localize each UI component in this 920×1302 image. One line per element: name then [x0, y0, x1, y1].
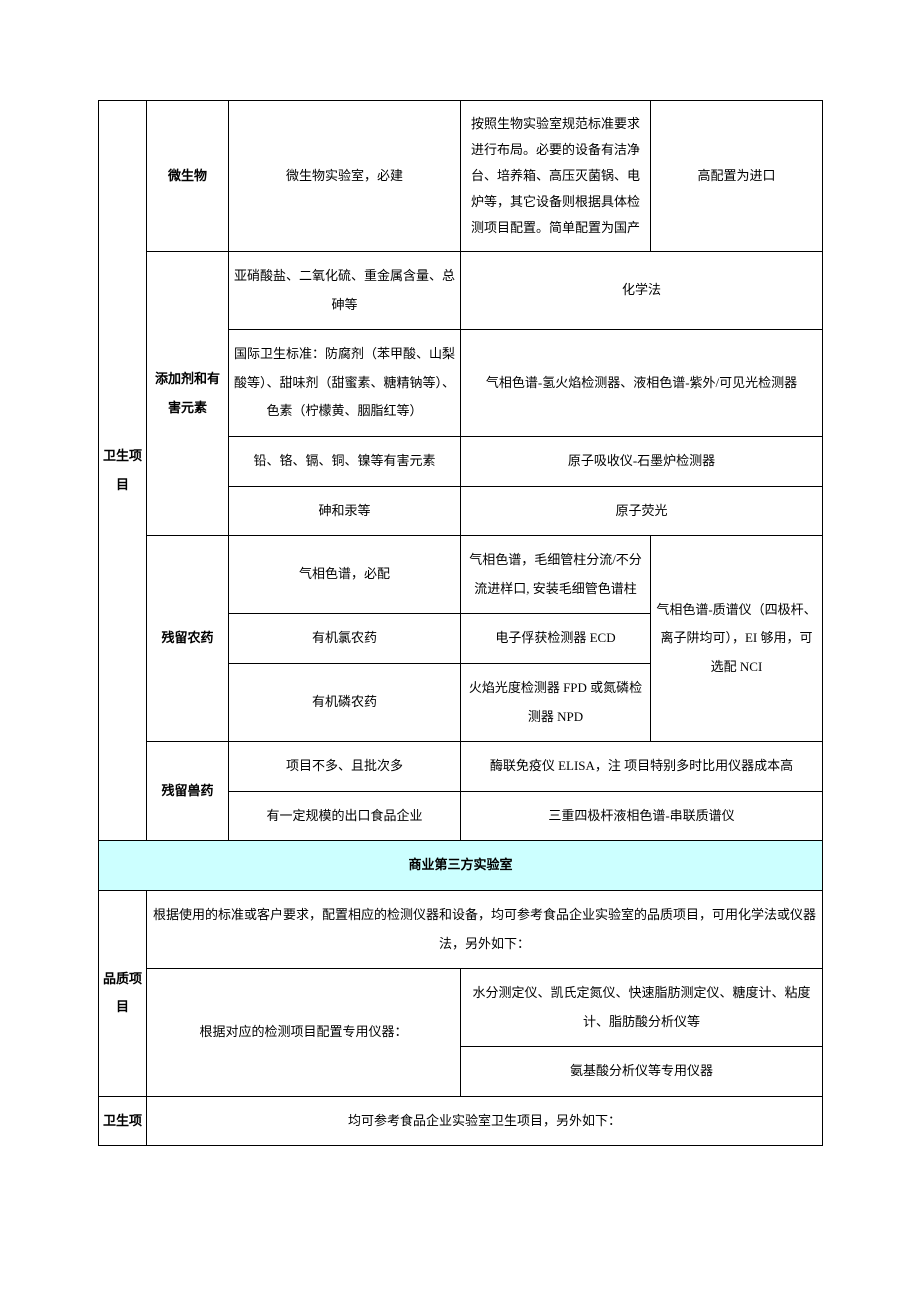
section-header-row: 商业第三方实验室 — [99, 841, 823, 891]
cell: 三重四极杆液相色谱-串联质谱仪 — [461, 791, 823, 841]
cell: 均可参考食品企业实验室卫生项目，另外如下： — [147, 1096, 823, 1146]
cell: 铅、铬、镉、铜、镍等有害元素 — [229, 436, 461, 486]
cell: 氨基酸分析仪等专用仪器 — [461, 1047, 823, 1097]
cell: 酶联免疫仪 ELISA，注 项目特别多时比用仪器成本高 — [461, 742, 823, 792]
cell: 电子俘获检测器 ECD — [461, 614, 651, 664]
category-quality: 品质项目 — [99, 890, 147, 1096]
cell: 砷和汞等 — [229, 486, 461, 536]
table-row: 添加剂和有害元素 亚硝酸盐、二氧化硫、重金属含量、总砷等 化学法 — [99, 252, 823, 330]
sub-pesticide: 残留农药 — [147, 536, 229, 742]
cell: 有机氯农药 — [229, 614, 461, 664]
cell: 微生物实验室，必建 — [229, 101, 461, 252]
cell: 气相色谱，必配 — [229, 536, 461, 614]
sub-vetdrug: 残留兽药 — [147, 742, 229, 841]
cell: 高配置为进口 — [651, 101, 823, 252]
cell: 按照生物实验室规范标准要求进行布局。必要的设备有洁净台、培养箱、高压灭菌锅、电炉… — [461, 101, 651, 252]
category-health2: 卫生项 — [99, 1096, 147, 1146]
table-row: 卫生项 均可参考食品企业实验室卫生项目，另外如下： — [99, 1096, 823, 1146]
cell: 气相色谱-质谱仪（四极杆、离子阱均可），EI 够用，可选配 NCI — [651, 536, 823, 742]
cell: 水分测定仪、凯氏定氮仪、快速脂肪测定仪、糖度计、粘度计、脂肪酸分析仪等 — [461, 969, 823, 1047]
cell: 根据对应的检测项目配置专用仪器： — [147, 969, 461, 1097]
table-row: 残留农药 气相色谱，必配 气相色谱，毛细管柱分流/不分流进样口, 安装毛细管色谱… — [99, 536, 823, 614]
cell: 化学法 — [461, 252, 823, 330]
cell: 火焰光度检测器 FPD 或氮磷检测器 NPD — [461, 663, 651, 741]
cell: 原子吸收仪-石墨炉检测器 — [461, 436, 823, 486]
table-row: 品质项目 根据使用的标准或客户要求，配置相应的检测仪器和设备，均可参考食品企业实… — [99, 890, 823, 968]
cell: 原子荧光 — [461, 486, 823, 536]
cell: 国际卫生标准：防腐剂（苯甲酸、山梨酸等）、甜味剂（甜蜜素、糖精钠等）、色素（柠檬… — [229, 330, 461, 437]
cell: 有机磷农药 — [229, 663, 461, 741]
cell: 根据使用的标准或客户要求，配置相应的检测仪器和设备，均可参考食品企业实验室的品质… — [147, 890, 823, 968]
sub-additives: 添加剂和有害元素 — [147, 252, 229, 536]
cell: 气相色谱，毛细管柱分流/不分流进样口, 安装毛细管色谱柱 — [461, 536, 651, 614]
sub-microbiology: 微生物 — [147, 101, 229, 252]
table-row: 根据对应的检测项目配置专用仪器： 水分测定仪、凯氏定氮仪、快速脂肪测定仪、糖度计… — [99, 969, 823, 1047]
table-row: 残留兽药 项目不多、且批次多 酶联免疫仪 ELISA，注 项目特别多时比用仪器成… — [99, 742, 823, 792]
lab-config-table: 卫生项目 微生物 微生物实验室，必建 按照生物实验室规范标准要求进行布局。必要的… — [98, 100, 823, 1146]
table-row: 卫生项目 微生物 微生物实验室，必建 按照生物实验室规范标准要求进行布局。必要的… — [99, 101, 823, 252]
cell: 项目不多、且批次多 — [229, 742, 461, 792]
section-header: 商业第三方实验室 — [99, 841, 823, 891]
cell: 气相色谱-氢火焰检测器、液相色谱-紫外/可见光检测器 — [461, 330, 823, 437]
category-health: 卫生项目 — [99, 101, 147, 841]
cell: 亚硝酸盐、二氧化硫、重金属含量、总砷等 — [229, 252, 461, 330]
cell: 有一定规模的出口食品企业 — [229, 791, 461, 841]
